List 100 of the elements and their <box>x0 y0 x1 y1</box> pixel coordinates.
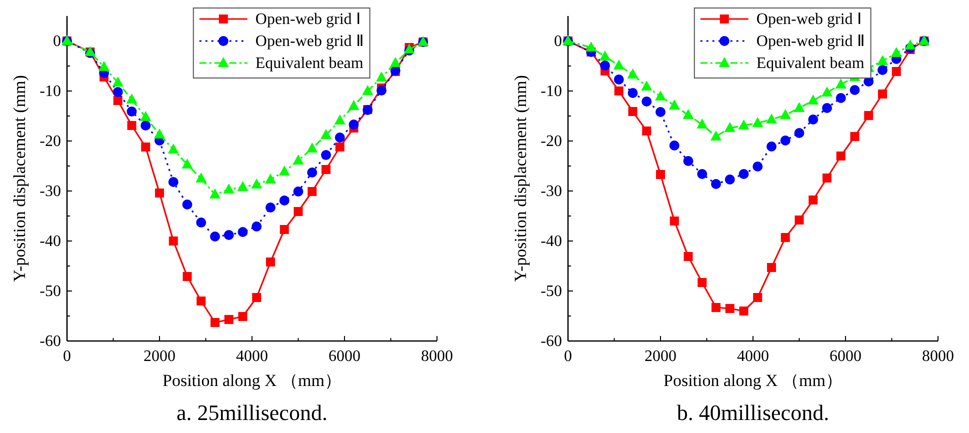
point <box>752 117 764 127</box>
point <box>362 85 374 95</box>
text: a. 25millisecond. <box>176 400 328 425</box>
point <box>224 315 234 324</box>
point <box>140 120 151 130</box>
point <box>656 170 665 179</box>
point <box>642 96 652 106</box>
point <box>628 107 638 116</box>
point <box>850 132 860 141</box>
point <box>904 40 916 50</box>
point <box>168 236 178 246</box>
point <box>141 142 150 152</box>
x-tick-label: 2000 <box>144 348 176 365</box>
point <box>822 86 832 96</box>
y-tick-label: -20 <box>540 133 562 150</box>
y-tick-label: 0 <box>554 33 562 50</box>
point <box>126 106 137 116</box>
x-tick-label: 6000 <box>328 348 360 365</box>
point <box>711 179 721 189</box>
point <box>586 42 597 52</box>
point <box>613 60 624 70</box>
point <box>279 196 290 206</box>
y-tick-label: 0 <box>53 33 61 50</box>
point <box>321 150 331 160</box>
point <box>628 88 638 98</box>
x-tick-label: 2000 <box>644 348 676 365</box>
point <box>627 68 638 78</box>
y-tick-label: -40 <box>540 233 562 250</box>
legend-label: Open-web grid Ⅱ <box>756 33 865 50</box>
x-axis-title: Position along X （mm） <box>162 371 342 390</box>
x-tick-label: 4000 <box>236 348 268 365</box>
point <box>196 296 206 306</box>
x-tick-label: 6000 <box>830 348 862 365</box>
point <box>890 47 902 57</box>
point <box>376 72 387 82</box>
point <box>224 230 234 240</box>
point <box>292 154 304 164</box>
point <box>278 166 290 176</box>
point <box>767 263 776 272</box>
point <box>223 184 234 194</box>
point <box>112 87 123 97</box>
point <box>822 103 832 113</box>
point <box>127 121 136 130</box>
point <box>251 178 262 188</box>
text: b. 40millisecond. <box>676 400 830 425</box>
point <box>822 174 832 182</box>
point <box>154 128 165 138</box>
point <box>710 130 722 140</box>
point <box>210 232 220 242</box>
point <box>836 93 846 103</box>
point <box>766 142 776 152</box>
point <box>266 258 275 266</box>
point <box>320 129 332 139</box>
y-tick-label: -30 <box>540 183 562 200</box>
y-axis-title: Y-position displacement (mm) <box>10 75 29 282</box>
point <box>794 216 804 224</box>
point <box>712 303 720 312</box>
point <box>306 142 318 152</box>
point <box>294 207 303 216</box>
point <box>266 202 276 212</box>
point <box>182 272 192 281</box>
point <box>892 67 901 76</box>
x-tick-label: 8000 <box>421 348 453 365</box>
point <box>113 96 122 105</box>
y-axis-title: Y-position displacement (mm) <box>511 75 530 282</box>
point <box>878 65 888 75</box>
point <box>252 293 262 302</box>
y-tick-label: -10 <box>540 83 562 100</box>
point <box>794 128 804 138</box>
legend-label: Equivalent beam <box>756 55 865 72</box>
point <box>697 169 708 179</box>
point <box>614 74 624 84</box>
point <box>112 76 124 86</box>
point <box>725 304 734 313</box>
point <box>334 114 346 124</box>
point <box>724 122 736 132</box>
point <box>836 152 846 160</box>
point <box>237 181 248 191</box>
point <box>614 86 624 96</box>
point <box>753 293 762 302</box>
point <box>696 118 708 128</box>
y-tick-label: -30 <box>40 183 61 200</box>
point <box>168 144 179 154</box>
y-tick-label: -60 <box>40 333 61 350</box>
point <box>308 187 317 196</box>
point <box>864 111 874 120</box>
x-tick-label: 4000 <box>737 348 769 365</box>
point <box>348 100 360 110</box>
point <box>780 109 791 119</box>
legend-label: Open-web grid Ⅱ <box>255 33 364 50</box>
y-tick-label: -60 <box>540 333 562 350</box>
point <box>238 312 248 321</box>
point <box>168 177 178 187</box>
point <box>752 162 763 172</box>
point <box>878 90 887 98</box>
point <box>238 227 248 237</box>
point <box>655 90 666 100</box>
point <box>265 174 276 184</box>
point <box>698 278 707 287</box>
point <box>334 132 345 142</box>
